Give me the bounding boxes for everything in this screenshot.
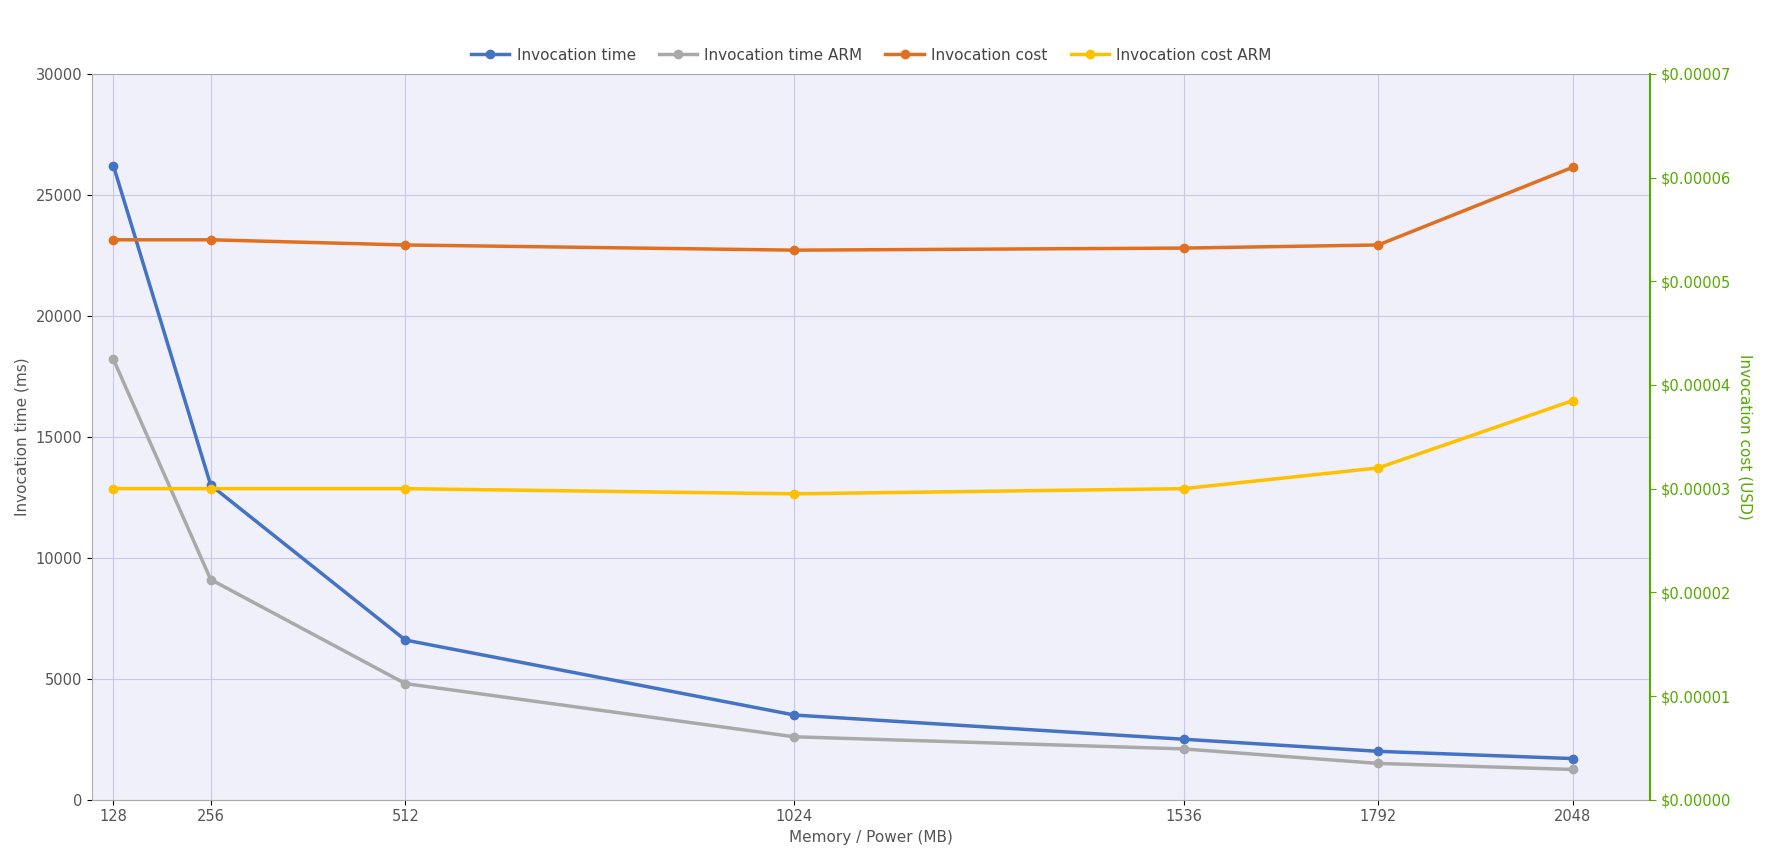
Invocation time ARM [785,732,806,742]
Invocation cost ARM [102,483,124,494]
Invocation cost [102,235,124,245]
Invocation cost ARM [1368,463,1389,473]
Invocation time ARM [1562,765,1583,775]
Y-axis label: Invocation time (ms): Invocation time (ms) [14,358,30,516]
Invocation time ARM [200,574,221,585]
Invocation time [1173,734,1194,745]
X-axis label: Memory / Power (MB): Memory / Power (MB) [790,830,952,845]
Invocation time [1368,746,1389,757]
Invocation cost [200,235,221,245]
Invocation time [200,480,221,490]
Invocation cost ARM [785,488,806,499]
Invocation time [102,161,124,171]
Invocation cost ARM [200,483,221,494]
Invocation cost [1562,162,1583,172]
Legend: Invocation time, Invocation time ARM, Invocation cost, Invocation cost ARM: Invocation time, Invocation time ARM, In… [465,41,1278,69]
Invocation time ARM [102,354,124,365]
Invocation time ARM [1173,744,1194,754]
Invocation cost [1368,240,1389,250]
Invocation cost [1173,243,1194,253]
Line: Invocation time: Invocation time [110,162,1576,763]
Invocation time ARM [1368,759,1389,769]
Line: Invocation cost ARM: Invocation cost ARM [110,396,1576,498]
Y-axis label: Invocation cost (USD): Invocation cost (USD) [1737,354,1753,519]
Invocation time [1562,753,1583,764]
Invocation cost ARM [394,483,415,494]
Invocation time [394,635,415,645]
Invocation cost ARM [1562,396,1583,406]
Invocation time ARM [394,679,415,689]
Invocation cost ARM [1173,483,1194,494]
Invocation cost [785,245,806,255]
Line: Invocation time ARM: Invocation time ARM [110,355,1576,774]
Invocation time [785,710,806,720]
Invocation cost [394,240,415,250]
Line: Invocation cost: Invocation cost [110,163,1576,255]
